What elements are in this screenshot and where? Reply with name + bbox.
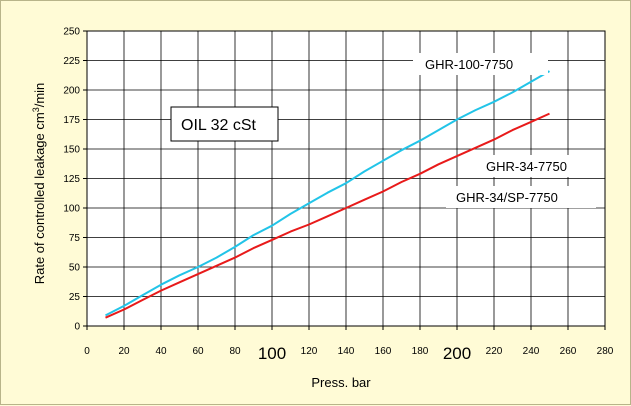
x-tick-label: 220	[486, 346, 503, 357]
x-tick-label: 260	[560, 346, 577, 357]
label-ghr-34: GHR-34-7750	[486, 159, 567, 174]
y-tick-label: 75	[69, 233, 81, 244]
label-ghr-100: GHR-100-7750	[425, 57, 513, 72]
series-label-2: GHR-34-7750	[473, 155, 595, 177]
y-axis-title: Rate of controlled leakage cm3/min	[31, 83, 47, 285]
x-tick-label: 20	[118, 346, 130, 357]
series-label-3: GHR-34/SP-7750	[446, 186, 596, 208]
y-tick-label: 150	[63, 145, 80, 156]
label-ghr-34-sp: GHR-34/SP-7750	[456, 190, 558, 205]
x-tick-label: 240	[523, 346, 540, 357]
x-tick-label: 140	[338, 346, 355, 357]
x-tick-label: 120	[301, 346, 318, 357]
y-axis-ticks: 0 25 50 75 100 125 150 175 200 225 250	[63, 27, 87, 333]
series-label-1: GHR-100-7750	[413, 53, 548, 75]
series-line-1	[105, 70, 550, 317]
series-lines	[105, 70, 550, 319]
grid	[86, 30, 606, 327]
y-tick-label: 175	[63, 115, 80, 126]
series-line-2	[105, 112, 550, 319]
x-tick-label: 180	[412, 346, 429, 357]
x-axis-ticks: 0 20 40 60 80 100 120 140 160 180 200 220 240 260 280	[84, 326, 614, 363]
x-tick-label: 100	[258, 344, 286, 363]
annotation-text: OIL 32 cSt	[181, 117, 257, 134]
x-tick-label: 160	[375, 346, 392, 357]
x-axis-title: Press. bar	[311, 375, 371, 390]
y-tick-label: 200	[63, 86, 80, 97]
annotation-box: OIL 32 cSt	[170, 106, 279, 142]
y-tick-label: 50	[69, 263, 81, 274]
y-tick-label: 100	[63, 204, 80, 215]
y-tick-label: 125	[63, 174, 80, 185]
x-tick-label: 80	[229, 346, 241, 357]
y-tick-label: 250	[63, 27, 80, 38]
y-tick-label: 0	[74, 322, 80, 333]
x-tick-label: 60	[192, 346, 204, 357]
y-tick-label: 225	[63, 56, 80, 67]
x-tick-label: 40	[155, 346, 167, 357]
x-tick-label: 0	[84, 346, 90, 357]
x-tick-label: 200	[443, 344, 471, 363]
x-tick-label: 280	[597, 346, 614, 357]
y-tick-label: 25	[69, 292, 81, 303]
